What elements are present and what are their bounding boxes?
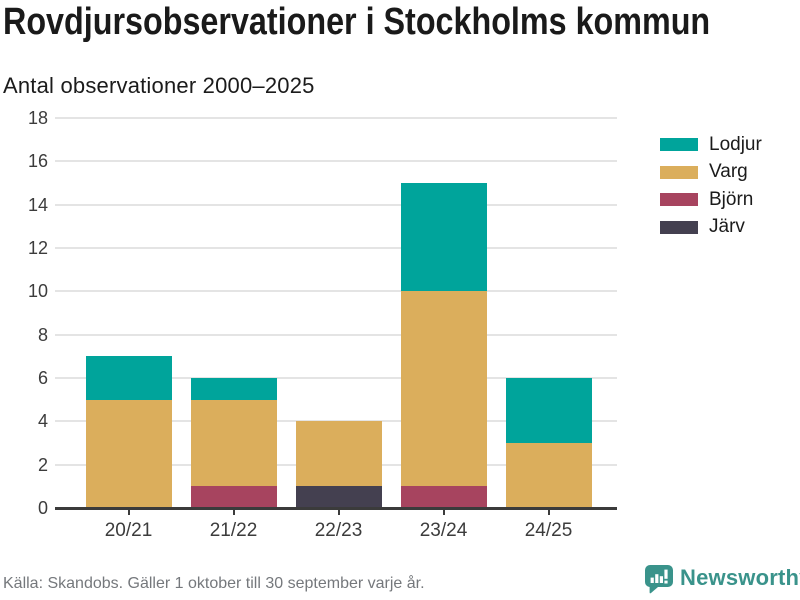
newsworthy-wordmark: Newsworthy [680, 565, 800, 590]
x-axis-tick [232, 508, 235, 515]
legend-swatch [660, 220, 698, 234]
source-note: Källa: Skandobs. Gäller 1 oktober till 3… [3, 575, 425, 592]
legend-swatch [660, 138, 698, 152]
x-axis-label: 24/25 [524, 520, 573, 541]
x-axis-label: 21/22 [209, 520, 258, 541]
y-axis-tick-label: 2 [37, 454, 48, 475]
legend-item-järv: Järv [660, 214, 762, 242]
bar-segment-varg [190, 399, 277, 487]
legend-label: Lodjur [709, 133, 762, 155]
bar-segment-lodjur [85, 356, 172, 400]
x-axis-tick [337, 508, 340, 515]
bar-segment-varg [85, 399, 172, 508]
legend-item-varg: Varg [660, 159, 762, 187]
y-axis-tick-label: 6 [37, 368, 48, 388]
y-axis-tick-label: 14 [27, 194, 48, 215]
chart-subtitle: Antal observationer 2000–2025 [3, 73, 315, 98]
legend-label: Järv [709, 216, 745, 238]
y-axis-tick-label: 12 [27, 238, 48, 258]
x-axis-label: 22/23 [314, 520, 363, 541]
gridline [55, 247, 617, 249]
legend-swatch [660, 193, 698, 207]
y-axis-tick-label: 8 [37, 324, 48, 345]
page-title: Rovdjursobservationer i Stockholms kommu… [3, 1, 711, 43]
y-axis-tick-label: 18 [27, 108, 48, 128]
bar-segment-järv [295, 486, 382, 508]
bar-segment-lodjur [505, 378, 592, 443]
legend-swatch [660, 165, 698, 179]
gridline [55, 160, 617, 163]
bar-segment-björn [190, 486, 277, 508]
bar-segment-lodjur [190, 378, 277, 400]
legend-label: Björn [709, 188, 754, 210]
y-axis-tick-label: 16 [27, 151, 48, 172]
gridline [55, 203, 617, 206]
bar-segment-varg [400, 291, 487, 487]
legend-item-björn: Björn [660, 186, 762, 214]
bar-segment-lodjur [400, 183, 487, 292]
y-axis-tick-label: 0 [37, 498, 48, 518]
gridline [55, 290, 617, 293]
bar-segment-björn [400, 486, 487, 508]
x-axis-tick [442, 508, 445, 515]
newsworthy-logo: Newsworthy [644, 562, 800, 596]
legend: Lodjur Varg Björn Järv [660, 131, 762, 241]
x-axis-tick [547, 508, 550, 515]
x-axis-label: 23/24 [419, 520, 468, 541]
legend-label: Varg [709, 161, 748, 183]
y-axis-tick-label: 4 [37, 411, 48, 432]
bar-segment-varg [505, 443, 592, 508]
gridline [55, 333, 617, 336]
y-axis-tick-label: 10 [27, 281, 48, 302]
gridline [55, 377, 617, 379]
bar-segment-varg [295, 421, 382, 487]
x-axis-line [55, 506, 617, 510]
newsworthy-bar-chart-icon [645, 565, 673, 594]
x-axis-tick [127, 508, 130, 515]
legend-item-lodjur: Lodjur [660, 131, 762, 159]
gridline [55, 117, 617, 119]
x-axis-label: 20/21 [104, 520, 153, 541]
